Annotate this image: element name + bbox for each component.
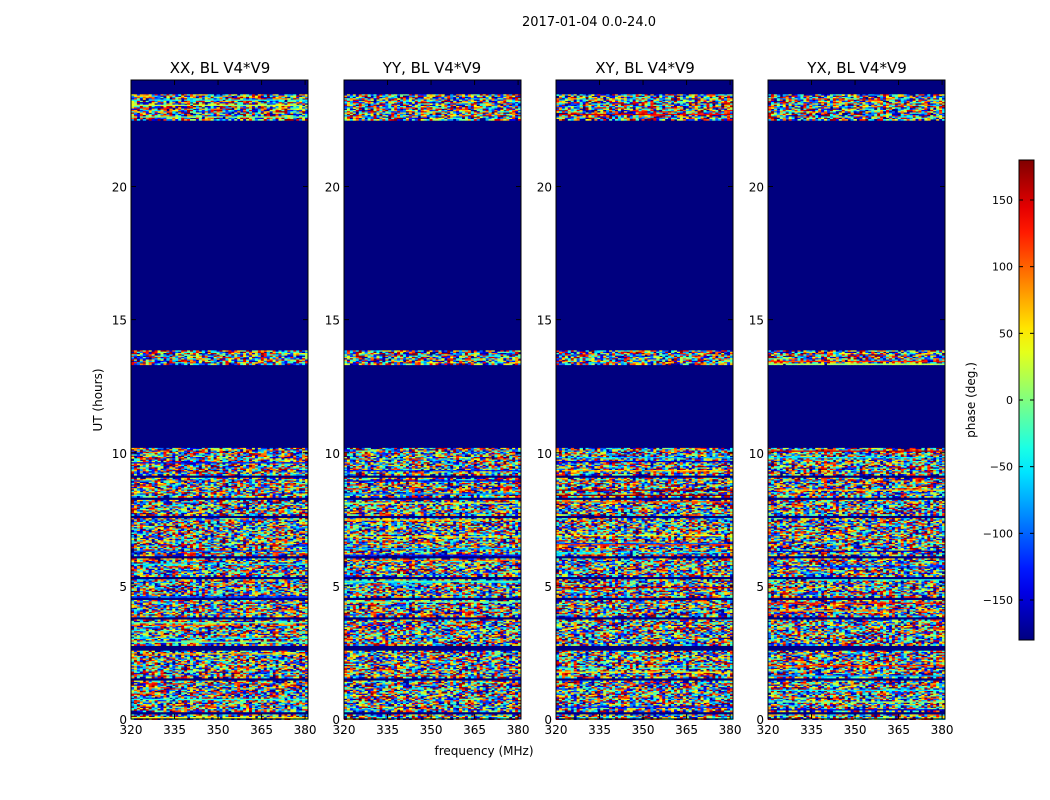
panel-yx: YX, BL V4*V9 320 335 350 365 380 0 5 10 15 20 (749, 59, 954, 737)
colorbar-tick-label: −150 (983, 594, 1013, 607)
x-tick-label: 365 (463, 723, 486, 737)
colorbar-tick-label: −50 (990, 461, 1013, 474)
y-tick-label: 0 (544, 713, 552, 727)
y-tick-label: 5 (332, 580, 340, 594)
y-tick-label: 15 (325, 314, 340, 328)
x-tick-label: 365 (250, 723, 273, 737)
y-tick-label: 0 (332, 713, 340, 727)
x-tick-label: 380 (931, 723, 954, 737)
colorbar-tick-label: 100 (992, 261, 1013, 274)
phase-image (768, 80, 946, 720)
y-tick-label: 20 (537, 181, 552, 195)
y-tick-label: 5 (756, 580, 764, 594)
x-tick-label: 320 (757, 723, 780, 737)
y-tick-label: 20 (112, 181, 127, 195)
axes-frame (130, 79, 309, 720)
x-tick-label: 380 (507, 723, 530, 737)
y-tick-label: 5 (119, 580, 127, 594)
x-tick-label: 320 (333, 723, 356, 737)
x-tick-label: 365 (675, 723, 698, 737)
y-tick-label: 10 (325, 447, 340, 461)
y-tick-label: 15 (112, 314, 127, 328)
x-tick-label: 335 (163, 723, 186, 737)
phase-image (556, 80, 734, 720)
y-tick-label: 10 (749, 447, 764, 461)
x-tick-label: 380 (719, 723, 742, 737)
phase-image (131, 80, 309, 720)
y-tick-label: 10 (537, 447, 552, 461)
figure-suptitle: 2017-01-04 0.0-24.0 (522, 15, 656, 30)
y-tick-label: 15 (537, 314, 552, 328)
panel-xy: XY, BL V4*V9 320 335 350 365 380 0 5 10 15 20 (537, 59, 742, 737)
y-tick-label: 0 (119, 713, 127, 727)
panel-title: XX, BL V4*V9 (170, 59, 271, 77)
panel-title: YY, BL V4*V9 (382, 59, 481, 77)
y-tick-label: 10 (112, 447, 127, 461)
colorbar-tick-label: −100 (983, 527, 1013, 540)
colorbar: 150 100 50 0 −50 −100 −150 (983, 159, 1035, 641)
y-tick-label: 0 (756, 713, 764, 727)
y-tick-label: 15 (749, 314, 764, 328)
x-tick-label: 350 (207, 723, 230, 737)
x-tick-label: 335 (800, 723, 823, 737)
x-tick-label: 320 (545, 723, 568, 737)
colorbar-label: phase (deg.) (964, 362, 978, 438)
panel-title: XY, BL V4*V9 (595, 59, 695, 77)
x-tick-label: 335 (588, 723, 611, 737)
colorbar-tick-label: 50 (999, 327, 1013, 340)
x-tick-label: 320 (120, 723, 143, 737)
panel-yy: YY, BL V4*V9 320 335 350 365 380 0 5 10 15 20 (325, 59, 530, 737)
axes-frame (767, 79, 946, 720)
x-tick-label: 335 (376, 723, 399, 737)
axes-frame (343, 79, 522, 720)
x-tick-label: 350 (844, 723, 867, 737)
y-tick-label: 20 (749, 181, 764, 195)
colorbar-tick-label: 150 (992, 194, 1013, 207)
x-tick-label: 380 (294, 723, 317, 737)
y-tick-label: 5 (544, 580, 552, 594)
x-axis-label: frequency (MHz) (434, 744, 533, 758)
panel-xx: XX, BL V4*V9 320 335 350 365 380 0 5 10 15 20 (112, 59, 317, 737)
x-tick-label: 350 (632, 723, 655, 737)
x-tick-label: 365 (887, 723, 910, 737)
y-axis-label: UT (hours) (91, 368, 105, 431)
phase-image (344, 80, 522, 720)
colorbar-tick-label: 0 (1006, 394, 1013, 407)
axes-frame (555, 79, 734, 720)
y-tick-label: 20 (325, 181, 340, 195)
panel-title: YX, BL V4*V9 (806, 59, 907, 77)
x-tick-label: 350 (420, 723, 443, 737)
